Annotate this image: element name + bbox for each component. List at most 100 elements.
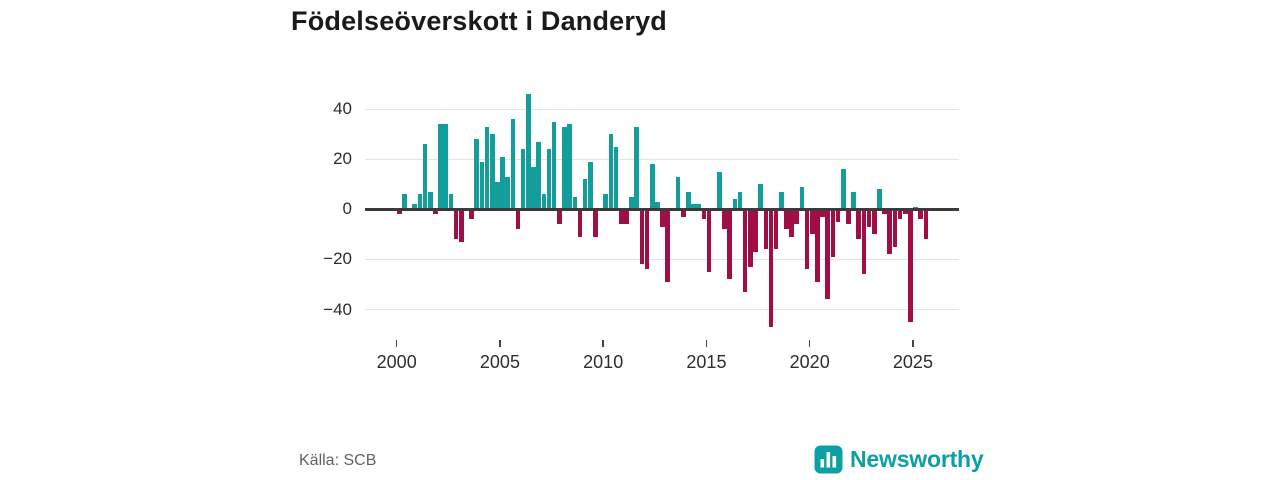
- bar-2016K2: [732, 199, 738, 210]
- bar-2012K3: [655, 201, 660, 210]
- bar-2000K2: [402, 194, 407, 210]
- bar-2001K4: [433, 209, 438, 215]
- bar-2018K1: [768, 209, 774, 328]
- bar-2023K3: [882, 209, 887, 215]
- bar-2008K1: [562, 126, 567, 210]
- bar-2008K2: [567, 124, 572, 210]
- bar-2012K1: [644, 209, 650, 270]
- bar-2019K3: [799, 186, 805, 210]
- bar-2003K4: [474, 139, 479, 210]
- bar-2003K3: [469, 209, 474, 220]
- x-axis-label: 2025: [892, 352, 933, 372]
- bar-2024K4: [908, 209, 913, 323]
- bar-2020K3: [820, 209, 825, 217]
- bar-2023K2: [877, 189, 882, 210]
- bar-2024K2: [897, 209, 903, 220]
- bar-2004K2: [484, 126, 490, 210]
- bar-2009K3: [593, 209, 598, 237]
- bar-2022K1: [851, 191, 856, 210]
- bar-2000K4: [412, 204, 418, 210]
- bar-2012K4: [660, 209, 665, 227]
- bar-2010K3: [613, 146, 619, 210]
- bar-2013K4: [680, 209, 686, 217]
- bar-2005K2: [505, 176, 510, 210]
- newsworthy-logo-icon: [814, 445, 843, 474]
- bar-2021K1: [830, 209, 836, 257]
- bar-2002K3: [448, 194, 454, 210]
- bar-2007K4: [557, 209, 562, 225]
- bar-2015K3: [717, 171, 722, 210]
- bar-2009K2: [587, 161, 593, 210]
- bar-2004K4: [495, 181, 500, 210]
- x-axis-label: 2000: [376, 352, 417, 372]
- bar-2025K1: [913, 206, 918, 210]
- bar-2014K1: [686, 191, 691, 210]
- bar-2018K2: [773, 209, 779, 250]
- bar-2004K3: [489, 134, 495, 210]
- bar-2001K3: [427, 191, 433, 210]
- bar-2014K2: [691, 204, 696, 210]
- bar-2004K1: [479, 161, 485, 210]
- x-axis-label: 2015: [686, 352, 727, 372]
- bar-2024K1: [892, 209, 898, 247]
- bar-2019K4: [804, 209, 810, 270]
- bar-2024K3: [902, 209, 908, 215]
- bar-2011K1: [624, 209, 629, 225]
- x-axis-label: 2020: [789, 352, 830, 372]
- bar-2015K4: [722, 209, 727, 230]
- bar-2010K2: [608, 134, 614, 210]
- bar-2016K4: [742, 209, 748, 292]
- bar-2025K3: [923, 209, 929, 240]
- bar-2010K1: [603, 194, 609, 210]
- x-axis-label: 2010: [583, 352, 624, 372]
- newsworthy-branding: Newsworthy: [814, 445, 984, 474]
- bar-2006K2: [526, 94, 531, 210]
- bar-2007K3: [551, 121, 557, 210]
- bar-2020K1: [809, 209, 815, 235]
- bar-2008K4: [577, 209, 583, 237]
- bar-2017K3: [758, 184, 763, 210]
- bar-2014K3: [696, 204, 701, 210]
- bar-2011K2: [629, 196, 634, 210]
- y-axis-label: −40: [323, 299, 352, 319]
- bar-2007K2: [546, 149, 552, 210]
- bar-2000K1: [396, 209, 402, 215]
- bar-2002K1: [438, 124, 443, 210]
- bar-2001K1: [417, 194, 423, 210]
- gridline: [365, 108, 959, 110]
- bar-2005K4: [515, 209, 521, 230]
- x-axis-tick: [808, 340, 811, 347]
- bar-2010K4: [618, 209, 624, 225]
- bar-2014K4: [701, 209, 707, 220]
- bar-2001K2: [422, 144, 428, 210]
- bar-2022K2: [856, 209, 862, 240]
- bar-2009K1: [582, 179, 588, 210]
- bar-2013K1: [665, 209, 671, 282]
- bar-2021K4: [846, 209, 851, 225]
- bar-2020K2: [815, 209, 820, 282]
- bar-2006K4: [536, 141, 541, 210]
- x-axis-tick: [395, 340, 398, 347]
- x-axis-tick: [705, 340, 708, 347]
- y-axis-label: 20: [333, 149, 352, 169]
- bar-2008K3: [572, 196, 578, 210]
- y-axis-label: 0: [342, 199, 352, 219]
- gridline: [365, 258, 959, 260]
- x-axis-tick: [912, 340, 914, 347]
- bar-2022K4: [866, 209, 872, 227]
- chart-title: Födelseöverskott i Danderyd: [291, 6, 668, 36]
- bar-2018K4: [784, 209, 789, 230]
- bar-2005K1: [500, 156, 505, 210]
- bar-2002K4: [453, 209, 459, 240]
- x-axis-tick: [499, 340, 501, 347]
- bar-2017K1: [748, 209, 753, 267]
- bar-2021K2: [835, 209, 841, 222]
- bar-2005K3: [510, 119, 516, 210]
- bar-2011K3: [634, 126, 640, 210]
- bar-2003K1: [458, 209, 464, 242]
- bar-2022K3: [861, 209, 867, 275]
- bar-2021K3: [840, 169, 846, 210]
- bar-2013K3: [675, 176, 681, 210]
